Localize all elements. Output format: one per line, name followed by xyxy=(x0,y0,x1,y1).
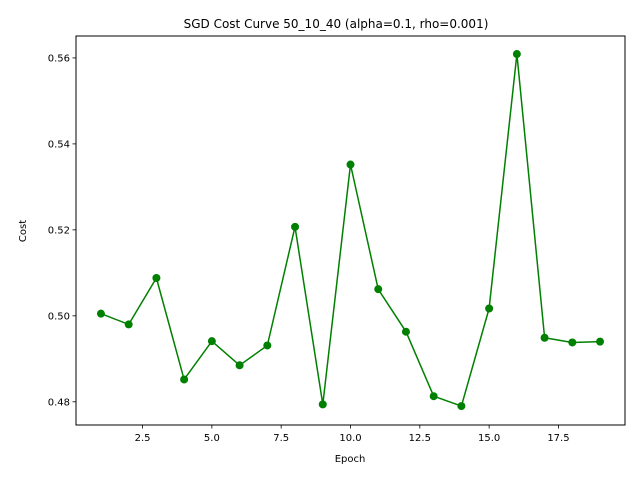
data-point xyxy=(540,333,549,342)
data-point xyxy=(429,392,438,401)
x-tick-label: 15.0 xyxy=(478,433,500,444)
data-point xyxy=(596,337,605,346)
axes-frame xyxy=(75,35,626,426)
y-axis-label: Cost xyxy=(18,220,29,242)
x-tick-label: 10.0 xyxy=(339,433,361,444)
data-point xyxy=(263,341,272,350)
data-point xyxy=(374,285,383,294)
data-point xyxy=(346,160,355,169)
y-tick-label: 0.56 xyxy=(48,53,70,64)
data-point xyxy=(401,327,410,336)
y-tick-label: 0.48 xyxy=(48,397,70,408)
x-tick-label: 7.5 xyxy=(273,433,289,444)
data-point xyxy=(235,361,244,370)
x-tick-label: 2.5 xyxy=(135,433,151,444)
x-axis-label: Epoch xyxy=(335,454,366,465)
data-point xyxy=(180,375,189,384)
data-point xyxy=(568,338,577,347)
x-tick-label: 17.5 xyxy=(547,433,569,444)
x-tick-label: 12.5 xyxy=(409,433,431,444)
x-tick-label: 5.0 xyxy=(204,433,220,444)
data-point xyxy=(318,400,327,409)
chart-title: SGD Cost Curve 50_10_40 (alpha=0.1, rho=… xyxy=(184,17,489,31)
y-tick-label: 0.54 xyxy=(48,139,70,150)
data-point xyxy=(485,304,494,313)
y-tick-label: 0.52 xyxy=(48,225,70,236)
data-point xyxy=(152,273,161,282)
data-point xyxy=(96,309,105,318)
data-point xyxy=(457,402,466,411)
y-tick-label: 0.50 xyxy=(48,311,70,322)
x-axis: 2.5 5.0 7.5 10.0 12.5 15.0 17.5 xyxy=(135,425,570,444)
series-line xyxy=(100,53,601,407)
data-point xyxy=(291,222,300,231)
y-axis: 0.48 0.50 0.52 0.54 0.56 xyxy=(48,53,76,408)
data-point xyxy=(124,320,133,329)
data-point xyxy=(512,50,521,59)
data-point xyxy=(207,337,216,346)
plot-area xyxy=(96,50,605,411)
